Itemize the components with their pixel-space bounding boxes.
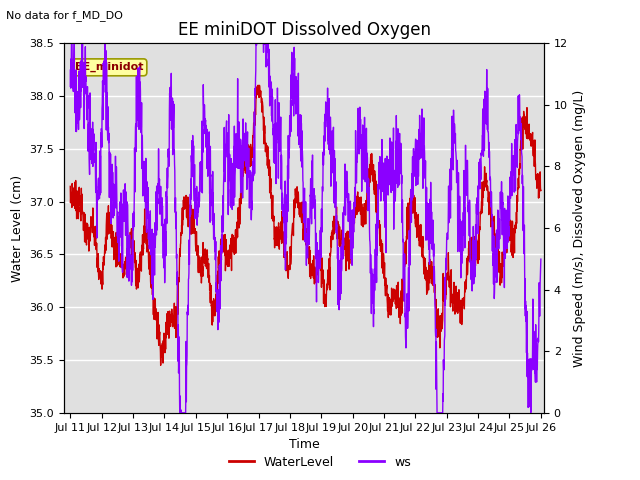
WaterLevel: [67, 183, 74, 189]
ws: [91, 152, 99, 158]
Text: No data for f_MD_DO: No data for f_MD_DO: [6, 10, 124, 21]
Y-axis label: Water Level (cm): Water Level (cm): [11, 174, 24, 282]
ws: [68, 40, 76, 46]
Title: EE miniDOT Dissolved Oxygen: EE miniDOT Dissolved Oxygen: [177, 21, 431, 39]
ws: [67, 84, 74, 89]
ws: [537, 256, 545, 262]
ws: [524, 350, 531, 356]
ws: [296, 121, 303, 127]
WaterLevel: [254, 83, 262, 88]
WaterLevel: [296, 200, 303, 206]
WaterLevel: [438, 318, 445, 324]
WaterLevel: [284, 249, 291, 254]
WaterLevel: [524, 135, 531, 141]
ws: [176, 410, 184, 416]
Line: ws: ws: [70, 43, 541, 413]
WaterLevel: [157, 362, 164, 368]
Line: WaterLevel: WaterLevel: [70, 85, 541, 365]
WaterLevel: [90, 226, 98, 231]
X-axis label: Time: Time: [289, 438, 319, 451]
ws: [284, 219, 291, 225]
WaterLevel: [537, 187, 545, 193]
Legend: WaterLevel, ws: WaterLevel, ws: [224, 451, 416, 474]
Text: EE_minidot: EE_minidot: [75, 62, 143, 72]
ws: [438, 410, 445, 416]
WaterLevel: [524, 124, 531, 130]
Y-axis label: Wind Speed (m/s), Dissolved Oxygen (mg/L): Wind Speed (m/s), Dissolved Oxygen (mg/L…: [573, 89, 586, 367]
ws: [524, 368, 531, 373]
